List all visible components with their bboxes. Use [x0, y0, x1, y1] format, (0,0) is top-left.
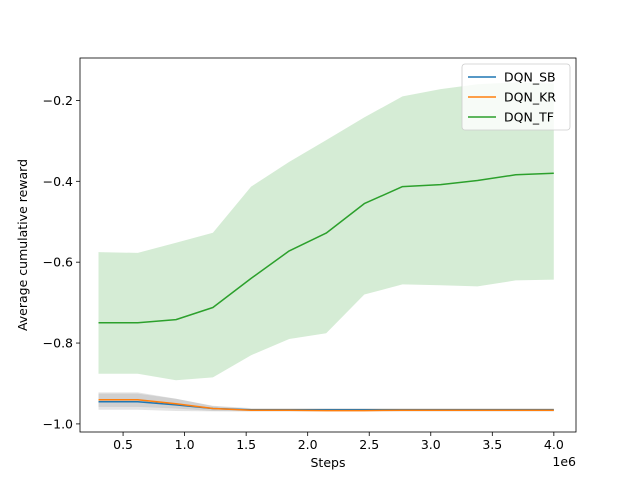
band-dqn_tf: [98, 82, 554, 381]
y-tick-label: −0.4: [43, 174, 73, 189]
legend-label-dqn_tf: DQN_TF: [504, 110, 554, 125]
series-line-dqn_tf: [98, 172, 554, 324]
x-axis-ticks: 0.5 1.0 1.5 2.0 2.5 3.0 3.5 4.0: [113, 432, 564, 452]
x-tick-label: 1.0: [175, 437, 195, 452]
y-axis-label: Average cumulative reward: [15, 159, 30, 331]
x-tick-label: 2.0: [298, 437, 318, 452]
x-axis-label: Steps: [311, 455, 346, 470]
x-tick-label: 1.5: [236, 437, 256, 452]
x-tick-label: 4.0: [544, 437, 564, 452]
legend-label-dqn_sb: DQN_SB: [504, 70, 556, 85]
band-dqn_kr: [98, 392, 554, 412]
y-tick-label: −0.6: [43, 255, 73, 270]
y-tick-label: −0.2: [43, 93, 73, 108]
band-dqn_sb: [98, 393, 554, 412]
x-tick-label: 0.5: [113, 437, 133, 452]
x-axis-offset-label: 1e6: [552, 454, 576, 469]
y-tick-label: −0.8: [43, 336, 73, 351]
legend-box: [461, 63, 571, 131]
x-tick-label: 2.5: [359, 437, 379, 452]
confidence-bands: [98, 82, 554, 412]
legend: DQN_SB DQN_KR DQN_TF: [461, 63, 571, 131]
y-tick-label: −1.0: [43, 416, 73, 431]
series-lines: [98, 172, 554, 412]
legend-label-dqn_kr: DQN_KR: [504, 90, 556, 105]
y-axis-ticks: −1.0 −0.8 −0.6 −0.4 −0.2: [43, 93, 80, 431]
plot-frame: [79, 57, 577, 433]
x-tick-label: 3.5: [482, 437, 502, 452]
series-line-dqn_kr: [98, 398, 554, 412]
x-tick-label: 3.0: [421, 437, 441, 452]
